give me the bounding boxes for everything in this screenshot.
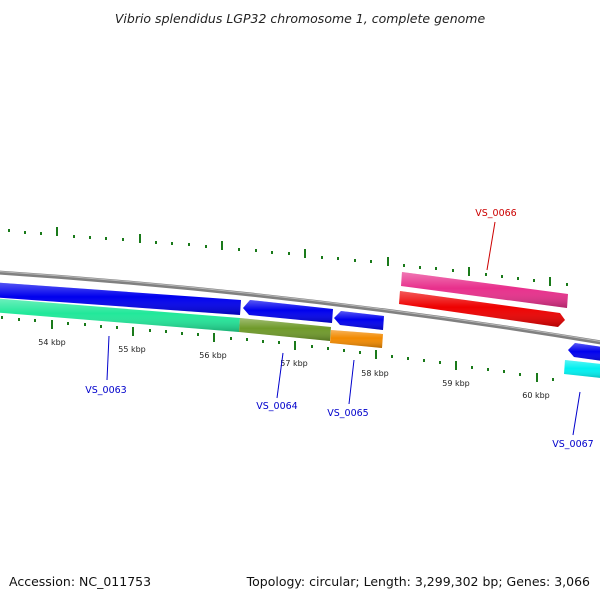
leader-line-vs0066 (486, 221, 496, 271)
genome-backbone (0, 270, 600, 345)
gene-vs0066-forward-magenta[interactable] (401, 272, 568, 308)
gene-vs0063-blue-arrow[interactable] (0, 282, 241, 315)
tick-row-upper (8, 227, 568, 286)
gene-vs0065-blue-arrow[interactable] (334, 311, 384, 330)
gene-vs0067-cyan-block[interactable] (564, 360, 600, 379)
tick-row-lower (1, 316, 554, 382)
gene-vs0067-blue-arrow[interactable] (568, 343, 600, 362)
genome-summary-text: Topology: circular; Length: 3,299,302 bp… (246, 574, 590, 589)
leader-line-vs0064 (276, 352, 284, 399)
leader-line-vs0067 (572, 391, 581, 436)
gene-vs0065-orange-block[interactable] (330, 330, 383, 348)
gene-vs0064-blue-arrow[interactable] (243, 300, 333, 323)
kbp-label: 60 kbp (522, 391, 550, 400)
leader-line-vs0065 (348, 359, 355, 405)
gene-label-vs0065[interactable]: VS_0065 (327, 408, 368, 419)
gene-label-vs0064[interactable]: VS_0064 (256, 401, 297, 412)
gene-vs0063-mint-block[interactable] (0, 298, 240, 332)
gene-label-vs0063[interactable]: VS_0063 (85, 385, 126, 396)
kbp-label: 54 kbp (38, 338, 66, 347)
map-title: Vibrio splendidus LGP32 chromosome 1, co… (115, 11, 486, 26)
kbp-label: 59 kbp (442, 379, 470, 388)
gene-vs0064-olive-block[interactable] (239, 318, 331, 341)
kbp-label: 58 kbp (361, 369, 389, 378)
accession-text: Accession: NC_011753 (9, 574, 151, 589)
leader-line-vs0063 (106, 335, 110, 381)
kbp-label: 57 kbp (280, 359, 308, 368)
gene-label-vs0067[interactable]: VS_0067 (552, 439, 593, 450)
gene-label-vs0066[interactable]: VS_0066 (475, 208, 516, 219)
kbp-label: 55 kbp (118, 345, 146, 354)
kbp-label: 56 kbp (199, 351, 227, 360)
gene-vs0066-forward-red[interactable] (399, 291, 565, 327)
